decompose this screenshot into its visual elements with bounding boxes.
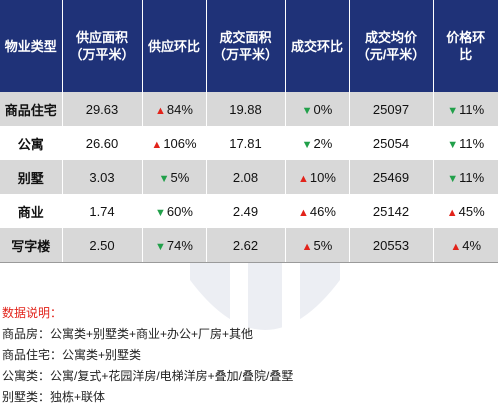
deal-area-cell: 19.88 — [206, 92, 286, 126]
price-mom-cell: ▼11% — [433, 126, 498, 160]
change-value: 11% — [459, 169, 485, 185]
price-mom-cell: ▼11% — [433, 160, 498, 194]
deal-mom-cell: ▲46% — [285, 194, 350, 228]
column-header-text: 供应环比 — [147, 38, 200, 54]
column-header-text: 成交环比 — [290, 38, 343, 54]
property-data-table: 物业类型 供应面积 （万平米） 供应环比 成交面积 （万平米） 成交环比 成交均价 （元/平米）… — [0, 0, 498, 263]
arrow-up-icon: ▲ — [446, 206, 458, 219]
deal-mom-cell: ▼0% — [285, 92, 350, 126]
avg-price-cell: 25142 — [349, 194, 434, 228]
property-type-cell: 写字楼 — [0, 228, 63, 263]
arrow-down-icon: ▼ — [301, 104, 313, 117]
supply-area-cell: 3.03 — [62, 160, 143, 194]
column-header-text: （万平米） — [212, 47, 278, 62]
arrow-down-icon: ▼ — [447, 104, 459, 117]
change-value: 45% — [458, 203, 485, 219]
column-header-text: 比 — [459, 47, 473, 62]
arrow-down-icon: ▼ — [447, 138, 459, 151]
table-row: 商品住宅 29.63 ▲84% 19.88 ▼0% 25097 ▼11% — [0, 92, 498, 126]
column-header: 价格环比 — [433, 0, 498, 92]
deal-area-cell: 2.62 — [206, 228, 286, 263]
column-header: 成交均价 （元/平米） — [349, 0, 434, 92]
data-notes: 数据说明： 商品房：公寓类+别墅类+商业+办公+厂房+其他 商品住宅：公寓类+别… — [2, 303, 293, 408]
deal-mom-cell: ▼2% — [285, 126, 350, 160]
column-header-text: （元/平米） — [356, 47, 426, 62]
column-header-text: 成交均价 — [364, 30, 417, 45]
column-header: 供应环比 — [142, 0, 207, 92]
table-body: 商品住宅 29.63 ▲84% 19.88 ▼0% 25097 ▼11% 公寓 26.60 ▲10… — [0, 92, 498, 263]
notes-line: 别墅类：独栋+联体 — [2, 390, 106, 404]
supply-mom-cell: ▼74% — [142, 228, 207, 263]
change-value: 0% — [313, 101, 333, 117]
column-header-text: 成交面积 — [219, 30, 272, 45]
price-mom-cell: ▲4% — [433, 228, 498, 263]
column-header: 供应面积 （万平米） — [62, 0, 143, 92]
table-row: 公寓 26.60 ▲106% 17.81 ▼2% 25054 ▼11% — [0, 126, 498, 160]
notes-line: 商品房：公寓类+别墅类+商业+办公+厂房+其他 — [2, 327, 254, 341]
arrow-down-icon: ▼ — [155, 206, 166, 219]
change-value: 5% — [170, 169, 190, 185]
change-value: 11% — [459, 135, 485, 151]
change-value: 10% — [309, 169, 336, 185]
supply-mom-cell: ▼5% — [142, 160, 207, 194]
supply-mom-cell: ▲106% — [142, 126, 207, 160]
deal-area-cell: 2.08 — [206, 160, 286, 194]
change-value: 2% — [313, 135, 333, 151]
column-header-text: 供应面积 — [75, 30, 128, 45]
supply-mom-cell: ▼60% — [142, 194, 207, 228]
avg-price-cell: 25469 — [349, 160, 434, 194]
column-header-text: （万平米） — [69, 47, 135, 62]
deal-mom-cell: ▲10% — [285, 160, 350, 194]
deal-mom-cell: ▲5% — [285, 228, 350, 263]
column-header-text: 物业类型 — [4, 38, 57, 54]
arrow-up-icon: ▲ — [450, 240, 462, 253]
change-value: 11% — [459, 101, 485, 117]
notes-line: 商品住宅：公寓类+别墅类 — [2, 348, 142, 362]
change-value: 4% — [462, 237, 482, 253]
arrow-up-icon: ▲ — [301, 240, 313, 253]
arrow-down-icon: ▼ — [301, 138, 313, 151]
table-row: 写字楼 2.50 ▼74% 2.62 ▲5% 20553 ▲4% — [0, 228, 498, 263]
deal-area-cell: 17.81 — [206, 126, 286, 160]
supply-area-cell: 1.74 — [62, 194, 143, 228]
arrow-up-icon: ▲ — [151, 138, 163, 151]
avg-price-cell: 25054 — [349, 126, 434, 160]
change-value: 74% — [166, 237, 193, 253]
arrow-down-icon: ▼ — [158, 172, 170, 185]
property-type-cell: 公寓 — [0, 126, 63, 160]
table-header-row: 物业类型 供应面积 （万平米） 供应环比 成交面积 （万平米） 成交环比 成交均价 （元/平米）… — [0, 0, 498, 92]
change-value: 46% — [309, 203, 336, 219]
price-mom-cell: ▲45% — [433, 194, 498, 228]
price-mom-cell: ▼11% — [433, 92, 498, 126]
avg-price-cell: 25097 — [349, 92, 434, 126]
column-header: 成交环比 — [285, 0, 350, 92]
column-header-text: 价格环 — [446, 30, 486, 45]
change-value: 5% — [313, 237, 333, 253]
supply-area-cell: 26.60 — [62, 126, 143, 160]
change-value: 60% — [166, 203, 193, 219]
property-type-cell: 商业 — [0, 194, 63, 228]
table-row: 别墅 3.03 ▼5% 2.08 ▲10% 25469 ▼11% — [0, 160, 498, 194]
table-row: 商业 1.74 ▼60% 2.49 ▲46% 25142 ▲45% — [0, 194, 498, 228]
change-value: 106% — [163, 135, 197, 151]
deal-area-cell: 2.49 — [206, 194, 286, 228]
arrow-down-icon: ▼ — [155, 240, 166, 253]
property-type-cell: 商品住宅 — [0, 92, 63, 126]
avg-price-cell: 20553 — [349, 228, 434, 263]
notes-title: 数据说明： — [2, 306, 63, 320]
property-type-cell: 别墅 — [0, 160, 63, 194]
supply-area-cell: 29.63 — [62, 92, 143, 126]
arrow-up-icon: ▲ — [298, 206, 309, 219]
notes-line: 公寓类：公寓/复式+花园洋房/电梯洋房+叠加/叠院/叠墅 — [2, 369, 294, 383]
arrow-down-icon: ▼ — [447, 172, 459, 185]
column-header: 成交面积 （万平米） — [206, 0, 286, 92]
supply-area-cell: 2.50 — [62, 228, 143, 263]
change-value: 84% — [166, 101, 193, 117]
column-header: 物业类型 — [0, 0, 63, 92]
arrow-up-icon: ▲ — [155, 104, 166, 117]
supply-mom-cell: ▲84% — [142, 92, 207, 126]
arrow-up-icon: ▲ — [298, 172, 309, 185]
